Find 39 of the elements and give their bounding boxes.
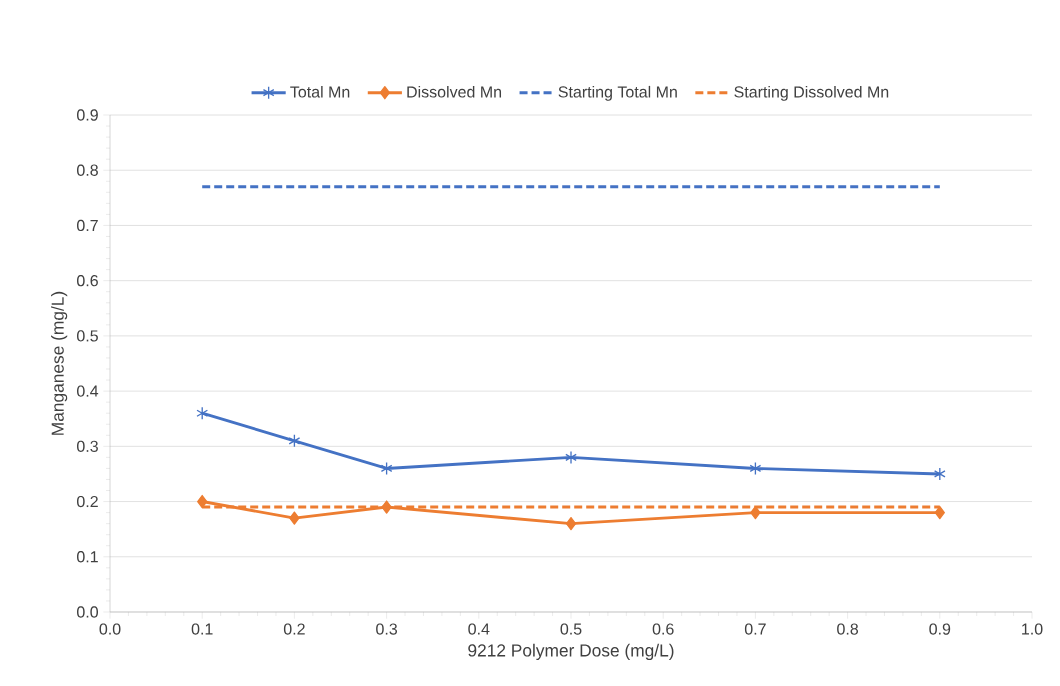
- point: [196, 406, 209, 420]
- x-tick-label: 0.8: [837, 623, 859, 635]
- x-tick-label: 0.3: [376, 623, 398, 635]
- point: [381, 500, 392, 514]
- legend-label: Total Mn: [290, 85, 350, 98]
- y-tick-label: 0.9: [77, 109, 98, 121]
- y-axis-title: Manganese (mg/L): [51, 291, 68, 435]
- legend-label: Starting Dissolved Mn: [734, 85, 889, 101]
- point: [197, 494, 208, 509]
- x-tick-label: 0.4: [468, 623, 490, 635]
- x-tick-label: 1.0: [1022, 623, 1043, 635]
- point: [289, 511, 300, 525]
- y-tick-label: 0.7: [77, 219, 98, 232]
- x-tick-label: 0.0: [99, 623, 121, 635]
- point: [750, 505, 761, 520]
- y-tick-label: 0.3: [77, 440, 98, 452]
- point: [934, 505, 945, 520]
- legend-label: Dissolved Mn: [407, 85, 502, 98]
- legend-label: Starting Total Mn: [558, 85, 677, 101]
- y-tick-label: 0.8: [77, 164, 98, 176]
- point: [749, 461, 762, 476]
- point: [933, 467, 946, 481]
- x-tick-label: 0.2: [283, 623, 305, 635]
- point: [565, 450, 577, 465]
- x-tick-label: 0.7: [744, 623, 766, 635]
- y-tick-label: 0.4: [77, 385, 99, 397]
- y-tick-label: 0.2: [77, 495, 98, 508]
- y-tick-label: 0.0: [77, 606, 99, 618]
- x-tick-label: 0.9: [929, 623, 951, 635]
- point: [380, 461, 393, 476]
- x-tick-label: 0.6: [652, 623, 674, 635]
- x-tick-label: 0.1: [191, 623, 213, 635]
- x-tick-label: 0.5: [560, 623, 582, 635]
- y-tick-label: 0.1: [77, 551, 98, 563]
- point: [288, 434, 301, 448]
- y-tick-label: 0.6: [77, 275, 98, 287]
- y-tick-label: 0.5: [77, 330, 98, 342]
- x-axis-title: 9212 Polymer Dose (mg/L): [468, 643, 674, 661]
- point: [565, 516, 577, 531]
